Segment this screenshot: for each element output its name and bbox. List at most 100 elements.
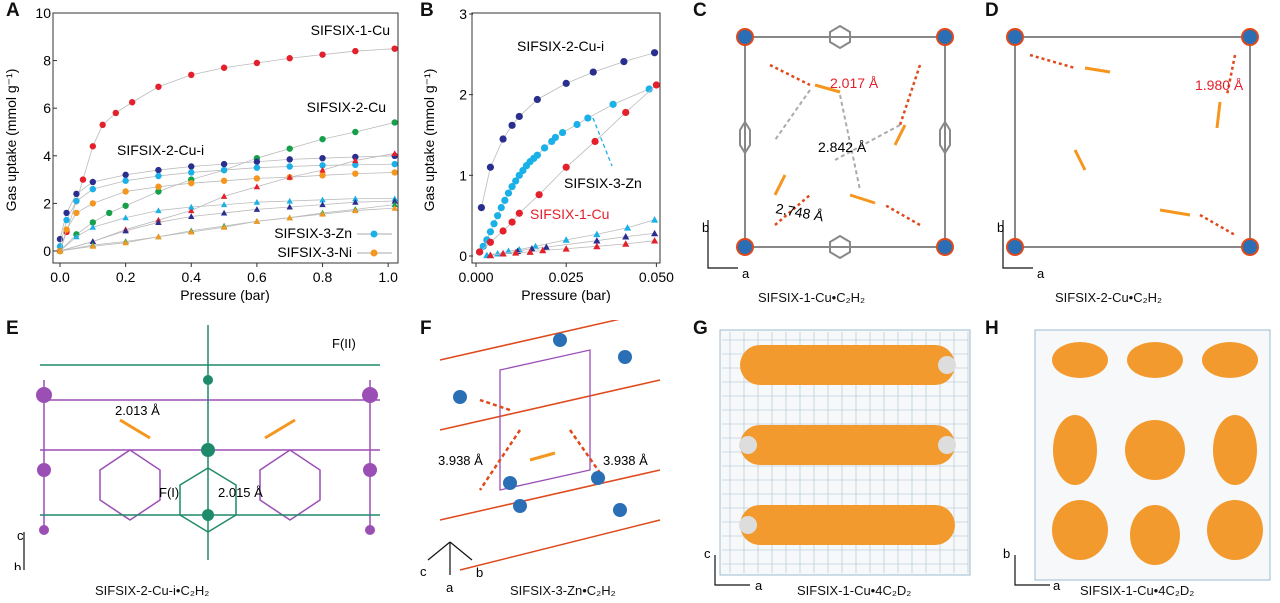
caption-c: SIFSIX-1-Cu•C₂H₂	[758, 290, 866, 305]
data-point	[477, 204, 486, 212]
plot-frame	[52, 12, 399, 264]
data-point	[476, 248, 484, 256]
structure-g: c a	[704, 329, 971, 593]
data-point	[479, 242, 487, 250]
axis-label-b: b	[1003, 546, 1010, 561]
data-point	[220, 160, 228, 168]
data-point	[504, 189, 513, 197]
data-point	[155, 166, 162, 174]
structure-e: F(II) 2.013 Å F(I) 2.015 Å c b a	[14, 325, 380, 570]
data-point	[490, 220, 498, 228]
x-tick-label: 0.0	[50, 269, 70, 285]
data-point	[253, 183, 261, 190]
data-point	[391, 160, 398, 168]
data-point	[562, 236, 570, 243]
data-point	[155, 188, 162, 195]
y-tick-label: 2	[459, 87, 467, 103]
data-point	[286, 55, 293, 62]
data-point	[391, 45, 398, 52]
data-point	[253, 199, 261, 205]
data-point	[352, 128, 359, 136]
data-point	[501, 196, 509, 204]
y-tick-label: 6	[43, 100, 51, 116]
distance-label: 1.980 Å	[1195, 77, 1244, 93]
series-series-4	[486, 229, 659, 259]
axis-label-a: a	[1037, 266, 1045, 281]
distance-label: 2.015 Å	[218, 485, 263, 500]
data-point	[533, 151, 541, 159]
data-point	[122, 227, 129, 234]
data-point	[63, 209, 70, 217]
legend-label-sifsix-3-ni: SIFSIX-3-Ni	[277, 244, 352, 260]
axis-label-b: b	[702, 220, 709, 235]
data-point	[391, 197, 398, 204]
data-point	[622, 240, 630, 247]
data-point	[220, 224, 228, 230]
annotation-sifsix-2-cu-i: SIFSIX-2-Cu-i	[117, 142, 204, 158]
y-tick-label: 8	[43, 53, 51, 69]
x-tick-label: 0.6	[247, 269, 267, 285]
data-point	[106, 209, 113, 217]
y-tick-label: 0	[43, 243, 51, 259]
data-point	[319, 51, 326, 58]
data-point	[391, 119, 398, 126]
data-point	[562, 245, 570, 252]
y-axis-label: Gas uptake (mmol g⁻¹)	[3, 69, 19, 212]
data-point	[188, 213, 195, 220]
data-point	[63, 226, 70, 233]
data-point	[622, 233, 630, 240]
data-point	[497, 204, 505, 212]
structure-h: b a	[1003, 329, 1271, 593]
axis-indicator	[707, 220, 738, 269]
data-point	[89, 143, 97, 150]
data-point	[188, 169, 195, 176]
data-point	[652, 81, 660, 89]
data-point	[609, 100, 617, 108]
data-point	[220, 166, 228, 174]
caption-g: SIFSIX-1-Cu•4C₂D₂	[797, 583, 912, 598]
x-tick-label: 0.4	[182, 269, 202, 285]
data-point	[253, 59, 261, 67]
data-point	[253, 218, 261, 224]
panel-label-d: D	[985, 0, 999, 21]
data-point	[589, 68, 597, 76]
data-point	[63, 216, 70, 224]
data-point	[220, 201, 228, 208]
series-line	[59, 198, 395, 252]
data-point	[573, 120, 581, 129]
data-point	[253, 164, 261, 171]
data-point	[352, 153, 359, 161]
series-sifsix-1-cu	[476, 81, 660, 256]
data-point	[486, 228, 495, 236]
panel-label-f: F	[420, 318, 432, 339]
data-point	[73, 197, 80, 205]
data-point	[391, 169, 398, 176]
data-point	[540, 144, 549, 152]
data-point	[99, 121, 106, 129]
data-point	[89, 243, 97, 249]
data-point	[319, 210, 326, 217]
data-point	[494, 212, 502, 220]
data-point	[188, 228, 195, 235]
label-f-ii: F(II)	[332, 336, 356, 351]
data-point	[89, 200, 97, 207]
data-point	[155, 83, 162, 90]
data-point	[128, 99, 136, 106]
data-point	[486, 163, 495, 171]
data-point	[319, 196, 326, 203]
axis-label-a: a	[1053, 578, 1061, 593]
axis-label-a: a	[755, 578, 763, 593]
distance-label: 2.017 Å	[830, 75, 879, 91]
data-point	[122, 171, 129, 179]
caption-h: SIFSIX-1-Cu•4C₂D₂	[1080, 583, 1195, 598]
axis-label-b: b	[476, 565, 483, 580]
data-point	[352, 199, 359, 205]
axis-label-c: c	[704, 546, 711, 561]
label-f-i: F(I)	[159, 485, 179, 500]
data-point	[89, 238, 97, 245]
caption-f: SIFSIX-3-Zn•C₂H₂	[510, 583, 616, 598]
data-point	[558, 128, 567, 137]
axis-label-a: a	[66, 565, 74, 570]
data-point	[155, 172, 162, 180]
series-sifsix-2-cu-i	[477, 49, 659, 212]
